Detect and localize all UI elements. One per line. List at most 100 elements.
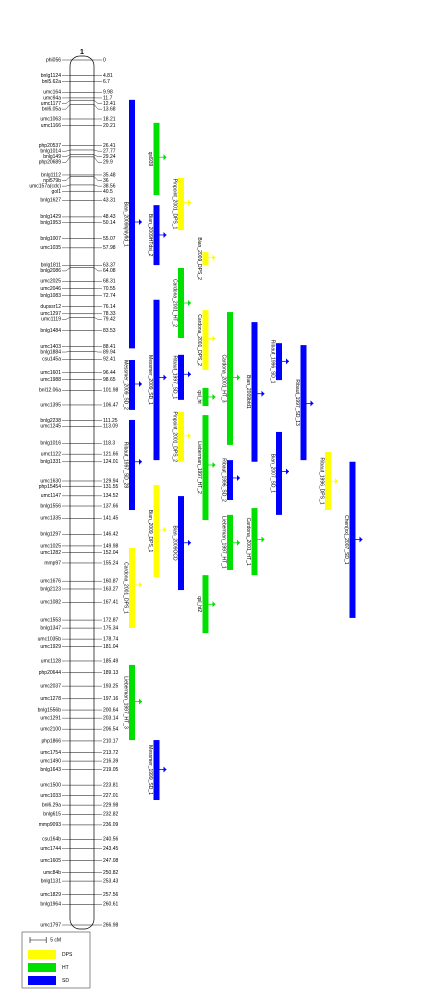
marker-name: bnlg2123 (40, 586, 61, 592)
qtl-label: Bian_2009bfd1 (245, 375, 251, 409)
scale-label: 5 cM (50, 937, 61, 943)
qtl-bar (129, 548, 135, 628)
marker-name: umc1395 (40, 402, 61, 408)
marker-position: 163.27 (103, 586, 119, 592)
marker-position: 243.45 (103, 846, 119, 852)
qtl-peak (213, 336, 216, 342)
marker-connector (62, 104, 70, 109)
qtl-peak (139, 381, 142, 387)
marker-name: bnl6.05a (42, 106, 61, 112)
marker-position: 219.05 (103, 767, 119, 773)
marker-position: 240.56 (103, 837, 119, 843)
marker-name: umc1797 (40, 922, 61, 928)
marker-position: 57.98 (103, 245, 116, 251)
qtl-peak (262, 391, 265, 397)
marker-position: 118.3 (103, 441, 115, 447)
position-connector (94, 317, 102, 319)
marker-position: 185.49 (103, 658, 119, 664)
marker-position: 181.04 (103, 644, 119, 650)
qtl-bar (301, 345, 307, 460)
qtl-peak (188, 433, 191, 439)
qtl-peak (164, 375, 167, 381)
qtl-peak (139, 582, 142, 588)
marker-connector (62, 268, 70, 271)
qtl-bar (276, 432, 282, 515)
marker-name: umc1147 (41, 493, 61, 499)
marker-position: 4.81 (103, 73, 113, 79)
marker-name: bnlg1556b (38, 707, 62, 713)
marker-position: 227.01 (103, 793, 119, 799)
marker-position: 83.53 (103, 328, 116, 334)
qtl-peak (139, 459, 142, 465)
marker-position: 50.14 (103, 220, 116, 226)
qtl-label: Ribaut_1996_DPS_1 (319, 458, 325, 505)
marker-name: umc1929 (40, 644, 61, 650)
marker-position: 141.45 (103, 516, 119, 522)
qtl-bar (227, 515, 233, 570)
qtl-peak (164, 527, 167, 533)
marker-name: bnl12.06a (39, 388, 61, 394)
qtl-label: Cardona_2001_HT_3 (221, 354, 227, 402)
qtl-label: Bian_2009hjhlyfld_1 (123, 202, 129, 247)
qtl-label: Chen(xx)_2007_SD_1 (343, 515, 349, 565)
qtl-label: Lieberman_1997_HT_2 (196, 441, 202, 494)
marker-position: 250.82 (103, 870, 119, 876)
marker-name: umc1829 (40, 892, 61, 898)
marker-connector (62, 351, 70, 352)
marker-name: bnlg1484 (40, 328, 61, 334)
qtl-label: Ribaut_1997_SD_28 (123, 442, 129, 489)
marker-name: umc1291 (40, 715, 61, 721)
marker-position: 55.07 (103, 236, 116, 242)
qtl-label: Bian_2009HTdsi_2 (147, 214, 153, 257)
marker-name: bnlg1131 (41, 878, 61, 884)
qtl-bar (178, 178, 184, 230)
position-connector (94, 268, 102, 271)
marker-name: umc1282 (40, 550, 61, 556)
qtl-label: Lieberman_1997_HT_1 (221, 516, 227, 569)
position-connector (94, 157, 102, 162)
marker-name: php1866 (42, 738, 62, 744)
marker-position: 223.81 (103, 782, 119, 788)
qtl-label: Cardona_2001_HT_2 (172, 279, 178, 327)
qtl-peak (188, 371, 191, 377)
marker-name: bnl5.62a (42, 79, 61, 85)
qtl-label: Bian_2009_DPS_2 (196, 237, 202, 280)
qtl-peak (213, 255, 216, 261)
marker-position: 232.82 (103, 812, 119, 818)
marker-name: bnlg1007 (40, 236, 61, 242)
marker-name: gol1 (52, 189, 62, 195)
marker-name: mmp97 (44, 560, 61, 566)
marker-name: bnlg615 (43, 812, 61, 818)
qtl-peak (188, 300, 191, 306)
qtl-bar (350, 462, 356, 618)
marker-name: umc84b (43, 870, 61, 876)
position-connector (94, 177, 102, 181)
marker-position: 106.47 (103, 402, 119, 408)
marker-position: 64.08 (103, 268, 116, 274)
marker-name: bnlg1297 (40, 532, 61, 538)
qtl-label: Cardona_2001_DPS_1 (123, 562, 129, 614)
marker-name: bnlg1556 (40, 503, 61, 509)
qtl-bar (276, 343, 282, 380)
qtl-label: Ribaut_1997_SD_13 (294, 379, 300, 426)
marker-position: 40.5 (103, 189, 113, 195)
marker-name: umc1122 (41, 451, 61, 457)
marker-name: umc2100 (40, 727, 61, 733)
position-connector (94, 150, 102, 151)
marker-name: phi056 (46, 57, 61, 63)
marker-position: 160.87 (103, 579, 119, 585)
marker-position: 89.94 (103, 349, 116, 355)
qtl-peak (188, 540, 191, 546)
qtl-bar (203, 575, 209, 633)
marker-name: umc1035 (40, 245, 61, 251)
marker-name: bnlg1124 (41, 73, 61, 79)
qtl-bar (178, 355, 184, 400)
marker-connector (62, 185, 70, 186)
marker-name: bnlg1016 (40, 441, 61, 447)
marker-name: bnl6.29a (42, 802, 61, 808)
qtl-peak (213, 394, 216, 400)
marker-position: 70.55 (103, 286, 116, 292)
qtl-bar (325, 452, 331, 510)
marker-position: 167.41 (103, 600, 119, 606)
marker-position: 236.09 (103, 822, 119, 828)
